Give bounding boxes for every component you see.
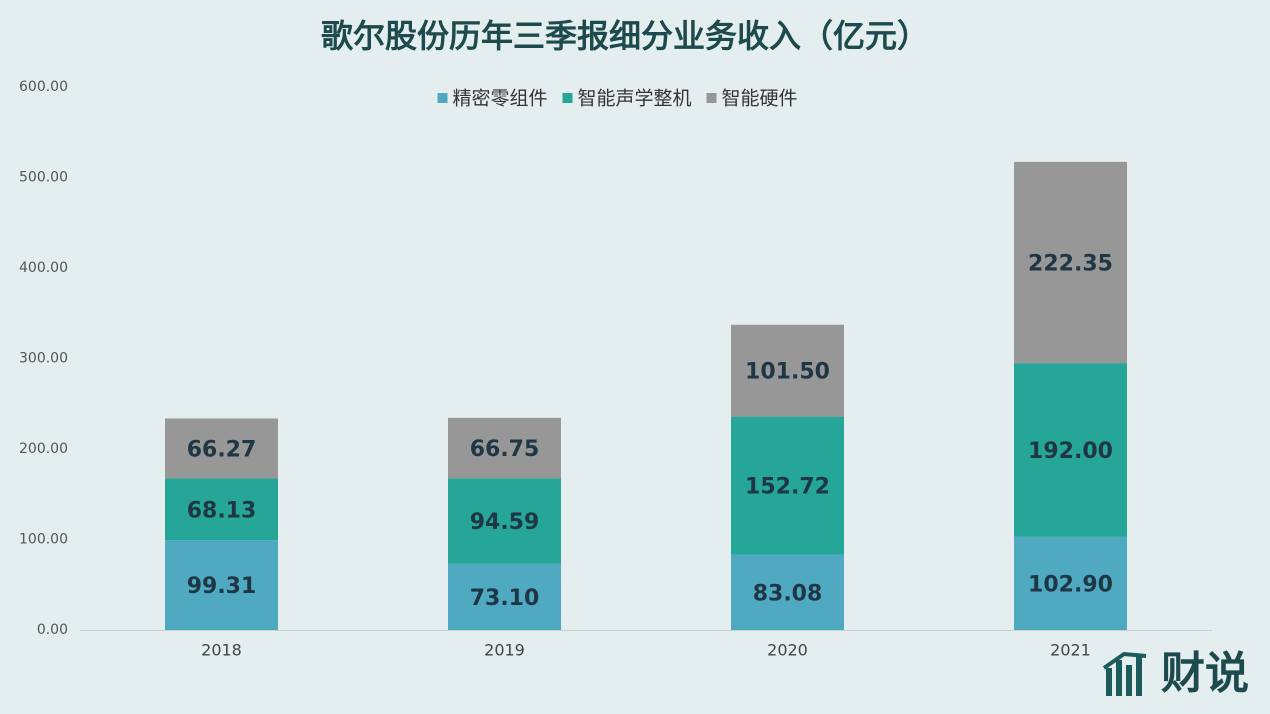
- bar-segment: [731, 416, 844, 555]
- data-label: 102.90: [1028, 572, 1113, 597]
- bar-segment: [165, 540, 278, 630]
- y-tick-label: 600.00: [19, 79, 68, 95]
- bar-segment: [1014, 536, 1127, 630]
- legend-swatch: [706, 93, 717, 103]
- bar-segment: [731, 554, 844, 630]
- chart-title: 歌尔股份历年三季报细分业务收入（亿元）: [321, 17, 929, 55]
- x-tick-label: 2021: [1050, 641, 1091, 660]
- bar-segment: [448, 563, 561, 630]
- data-label: 152.72: [745, 475, 830, 500]
- y-tick-label: 100.00: [19, 532, 68, 548]
- legend-swatch: [562, 93, 573, 103]
- y-tick-label: 0.00: [37, 622, 68, 638]
- data-label: 99.31: [187, 574, 257, 599]
- legend-swatch: [437, 93, 448, 103]
- watermark: 财说: [1161, 648, 1249, 699]
- legend-label: 精密零组件: [453, 88, 548, 110]
- bar-segment: [165, 418, 278, 479]
- data-label: 73.10: [470, 586, 540, 611]
- bar-segment: [448, 417, 561, 479]
- data-label: 101.50: [745, 360, 830, 385]
- x-tick-label: 2019: [484, 641, 525, 660]
- legend-label: 智能声学整机: [578, 88, 692, 110]
- data-label: 192.00: [1028, 439, 1113, 464]
- data-label: 222.35: [1028, 252, 1113, 277]
- y-tick-label: 500.00: [19, 170, 68, 186]
- bar-segment: [731, 324, 844, 417]
- y-tick-label: 400.00: [19, 260, 68, 276]
- legend-label: 智能硬件: [722, 88, 798, 110]
- data-label: 66.75: [470, 437, 540, 462]
- y-tick-label: 300.00: [19, 351, 68, 367]
- bar-segment: [1014, 363, 1127, 537]
- data-label: 94.59: [470, 510, 540, 535]
- bar-segment: [165, 478, 278, 541]
- data-label: 66.27: [187, 437, 257, 462]
- y-tick-label: 200.00: [19, 441, 68, 457]
- bar-segment: [448, 478, 561, 564]
- logo: [1102, 651, 1147, 696]
- bar-segment: [1014, 161, 1127, 364]
- x-tick-label: 2018: [201, 641, 242, 660]
- x-tick-label: 2020: [767, 641, 808, 660]
- data-label: 68.13: [187, 498, 257, 523]
- data-label: 83.08: [753, 581, 823, 606]
